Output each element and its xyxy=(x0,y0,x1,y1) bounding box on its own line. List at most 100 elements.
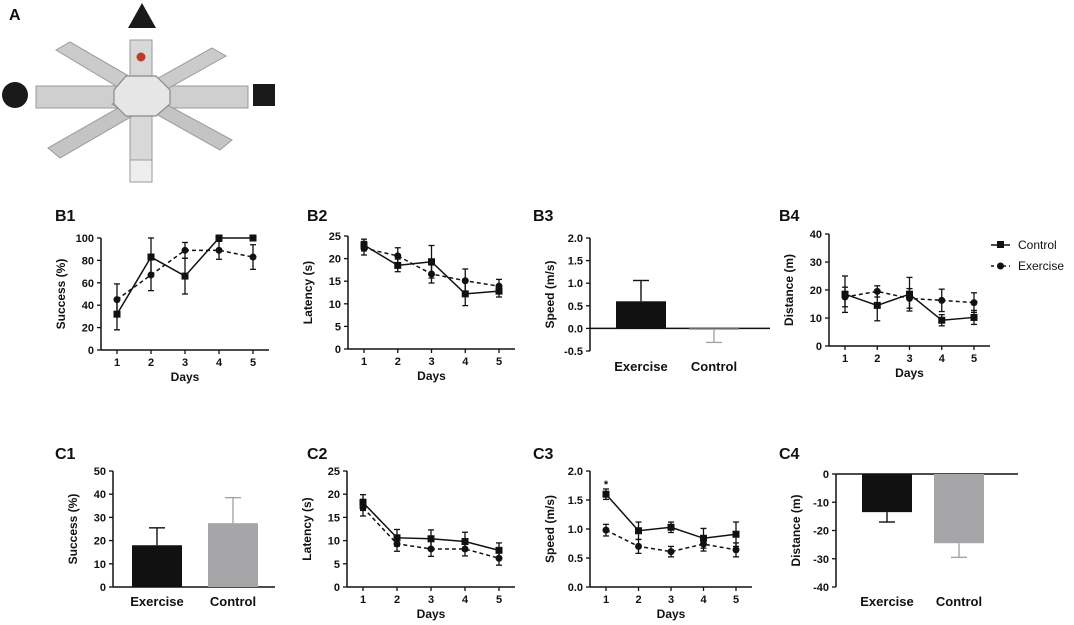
y-tick-label: 10 xyxy=(810,313,822,325)
reward-dot-icon xyxy=(136,52,146,62)
data-point-exercise xyxy=(667,548,675,556)
data-point-control xyxy=(970,313,978,321)
x-tick-label: 1 xyxy=(842,353,848,365)
y-tick-label: 0.5 xyxy=(568,553,583,565)
data-point-exercise xyxy=(461,277,469,285)
y-tick-label: 50 xyxy=(94,466,106,478)
y-tick-label: -40 xyxy=(813,582,829,594)
radial-maze-illustration: A xyxy=(2,3,275,183)
y-tick-label: 10 xyxy=(328,536,340,548)
x-tick-label: 2 xyxy=(148,357,154,369)
data-point-exercise xyxy=(841,293,849,301)
data-point-exercise xyxy=(700,540,707,548)
y-tick-label: 40 xyxy=(810,229,822,241)
legend-exercise-marker xyxy=(997,262,1004,270)
data-point-exercise xyxy=(938,296,946,304)
category-label: Exercise xyxy=(614,359,668,374)
maze-arms xyxy=(35,39,249,183)
x-axis-label: Days xyxy=(657,607,686,621)
x-tick-label: 1 xyxy=(360,594,366,606)
y-tick-label: 60 xyxy=(82,278,94,290)
data-point-control xyxy=(461,290,469,298)
bar-exercise xyxy=(862,474,912,513)
y-tick-label: 0.0 xyxy=(568,323,583,335)
y-tick-label: 15 xyxy=(328,512,340,524)
y-tick-label: -0.5 xyxy=(564,346,583,358)
legend-exercise-label: Exercise xyxy=(1018,259,1064,273)
y-tick-label: 1.0 xyxy=(568,278,583,290)
data-point-control xyxy=(602,490,610,498)
x-tick-label: 2 xyxy=(394,594,400,606)
y-tick-label: 40 xyxy=(94,489,106,501)
y-tick-label: 15 xyxy=(329,276,341,288)
chart-c4-distance: -40 -30 -20 -10 0 Distance (m) Exercise Control xyxy=(789,469,1018,609)
y-tick-label: 20 xyxy=(82,323,94,335)
y-axis-label: Distance (m) xyxy=(782,254,796,326)
y-tick-label: 25 xyxy=(329,231,341,243)
x-tick-label: 3 xyxy=(906,353,912,365)
data-point-control xyxy=(732,530,740,538)
data-point-exercise xyxy=(732,546,740,554)
y-tick-label: 1.5 xyxy=(568,495,583,507)
y-tick-label: 25 xyxy=(328,466,340,478)
chart-c1-success: 0 10 20 30 40 50 Success (%) Exercise Control xyxy=(66,466,275,609)
y-tick-label: 10 xyxy=(329,299,341,311)
panel-label-B3: B3 xyxy=(533,208,554,225)
category-label: Control xyxy=(936,594,982,609)
panel-label-C4: C4 xyxy=(779,446,800,463)
significance-marker: * xyxy=(604,479,609,491)
data-point-exercise xyxy=(906,294,913,302)
y-tick-label: 0 xyxy=(88,345,94,357)
y-tick-label: 100 xyxy=(76,233,94,245)
y-tick-label: -10 xyxy=(813,497,829,509)
data-point-control xyxy=(394,261,402,269)
x-tick-label: 4 xyxy=(462,594,469,606)
y-tick-label: 0 xyxy=(335,344,341,356)
data-point-control xyxy=(635,527,642,535)
data-point-control xyxy=(873,301,881,309)
data-point-exercise xyxy=(147,271,155,279)
x-tick-label: 5 xyxy=(733,594,739,606)
data-point-exercise xyxy=(428,270,435,278)
data-point-exercise xyxy=(393,540,401,548)
category-label: Exercise xyxy=(130,594,184,609)
chart-c3-speed: 0.0 0.5 1.0 1.5 2.0 Speed (m/s) 1 2 3 4 5 Days * xyxy=(543,466,752,621)
y-tick-label: 30 xyxy=(94,512,106,524)
legend: Control Exercise xyxy=(991,238,1064,273)
chart-b1-success: 0 20 40 60 80 100 Success (%) 1 2 3 4 5 Days xyxy=(54,233,269,384)
y-tick-label: 20 xyxy=(810,285,822,297)
category-label: Control xyxy=(210,594,256,609)
data-point-exercise xyxy=(181,246,189,254)
y-tick-label: 0.5 xyxy=(568,301,583,313)
y-tick-label: 0 xyxy=(334,582,340,594)
y-axis-label: Success (%) xyxy=(66,494,80,565)
bar-exercise xyxy=(132,545,182,587)
legend-control-marker xyxy=(997,241,1004,248)
y-tick-label: 1.0 xyxy=(568,524,583,536)
y-tick-label: 20 xyxy=(328,489,340,501)
series-line-exercise xyxy=(605,529,737,553)
chart-c2-latency: 0 5 10 15 20 25 Latency (s) 1 2 3 4 5 Days xyxy=(300,466,515,621)
data-point-control xyxy=(428,258,435,266)
data-point-control xyxy=(938,316,946,324)
data-point-exercise xyxy=(360,244,368,252)
y-tick-label: 30 xyxy=(810,257,822,269)
y-tick-label: -30 xyxy=(813,554,829,566)
x-axis-label: Days xyxy=(895,366,924,380)
data-point-control xyxy=(215,234,223,242)
x-tick-label: 2 xyxy=(635,594,641,606)
panel-label-C2: C2 xyxy=(307,446,328,463)
x-tick-label: 3 xyxy=(668,594,674,606)
data-point-exercise xyxy=(359,504,367,512)
y-tick-label: 20 xyxy=(329,254,341,266)
maze-hub xyxy=(113,75,171,117)
y-axis-label: Speed (m/s) xyxy=(543,260,557,328)
y-tick-label: 2.0 xyxy=(568,466,583,478)
series-line-exercise xyxy=(116,249,254,301)
y-tick-label: 80 xyxy=(82,255,94,267)
x-axis-label: Days xyxy=(417,607,446,621)
data-point-exercise xyxy=(215,246,223,254)
x-tick-label: 5 xyxy=(496,356,502,368)
legend-control-label: Control xyxy=(1018,238,1057,252)
